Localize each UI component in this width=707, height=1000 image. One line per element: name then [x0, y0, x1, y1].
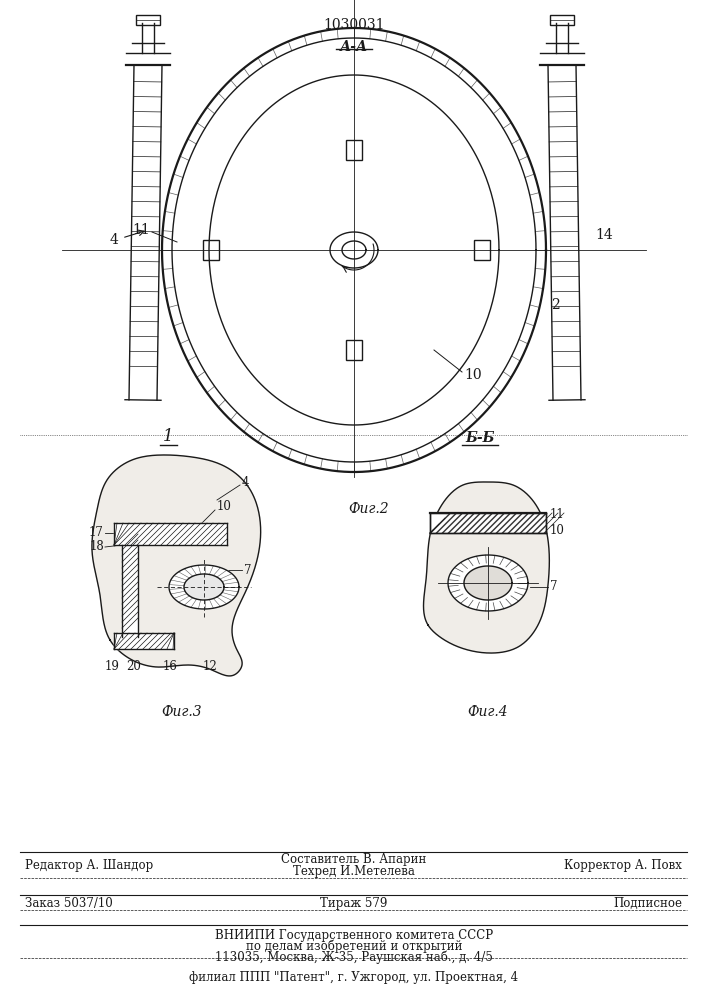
Polygon shape	[464, 566, 512, 600]
Text: ВНИИПИ Государственного комитета СССР: ВНИИПИ Государственного комитета СССР	[215, 928, 493, 942]
Text: 12: 12	[203, 660, 217, 673]
Polygon shape	[430, 513, 546, 533]
Text: Редактор А. Шандор: Редактор А. Шандор	[25, 858, 153, 871]
Text: Составитель В. Апарин: Составитель В. Апарин	[281, 854, 427, 866]
Polygon shape	[114, 523, 227, 545]
Text: 10: 10	[217, 500, 232, 514]
Text: 14: 14	[595, 228, 613, 242]
Bar	[203, 240, 219, 260]
Text: 113035, Москва, Ж-35, Раушская наб., д. 4/5: 113035, Москва, Ж-35, Раушская наб., д. …	[215, 950, 493, 964]
Text: А-А: А-А	[340, 40, 368, 54]
Text: Фиг.2: Фиг.2	[349, 502, 390, 516]
Text: Корректор А. Повх: Корректор А. Повх	[564, 858, 682, 871]
Text: Фиг.4: Фиг.4	[468, 705, 508, 719]
Text: 7: 7	[550, 580, 558, 593]
Bar	[346, 140, 362, 160]
Text: 19: 19	[105, 660, 119, 673]
Text: Б-Б: Б-Б	[465, 431, 495, 445]
Text: 20: 20	[127, 660, 141, 673]
Text: 11: 11	[550, 508, 565, 522]
Text: Тираж 579: Тираж 579	[320, 896, 387, 910]
Text: 17: 17	[89, 526, 104, 540]
Text: 7: 7	[244, 564, 252, 576]
Polygon shape	[448, 555, 528, 611]
Text: Заказ 5037/10: Заказ 5037/10	[25, 896, 112, 910]
Text: по делам изобретений и открытий: по делам изобретений и открытий	[246, 939, 462, 953]
Text: 4: 4	[109, 233, 118, 247]
Polygon shape	[122, 545, 138, 637]
Text: 16: 16	[163, 660, 177, 673]
Text: 10: 10	[464, 368, 481, 382]
Bar	[346, 340, 362, 360]
Bar	[550, 15, 574, 25]
Text: 18: 18	[89, 540, 104, 554]
Text: 1030031: 1030031	[323, 18, 385, 32]
Polygon shape	[169, 565, 239, 609]
Bar	[474, 240, 490, 260]
Text: 11: 11	[132, 223, 150, 237]
Text: филиал ППП "Патент", г. Ужгород, ул. Проектная, 4: филиал ППП "Патент", г. Ужгород, ул. Про…	[189, 972, 518, 984]
Text: 4: 4	[242, 477, 250, 489]
Text: 1: 1	[163, 428, 173, 445]
Text: Подписное: Подписное	[613, 896, 682, 910]
Polygon shape	[184, 574, 224, 600]
Polygon shape	[114, 633, 174, 649]
Bar	[136, 15, 160, 25]
Text: Фиг.3: Фиг.3	[162, 705, 202, 719]
Polygon shape	[430, 513, 546, 533]
Polygon shape	[423, 482, 549, 653]
Text: 10: 10	[550, 524, 565, 538]
Text: 2: 2	[551, 298, 560, 312]
Text: Техред И.Метелева: Техред И.Метелева	[293, 865, 415, 879]
Polygon shape	[92, 455, 261, 676]
